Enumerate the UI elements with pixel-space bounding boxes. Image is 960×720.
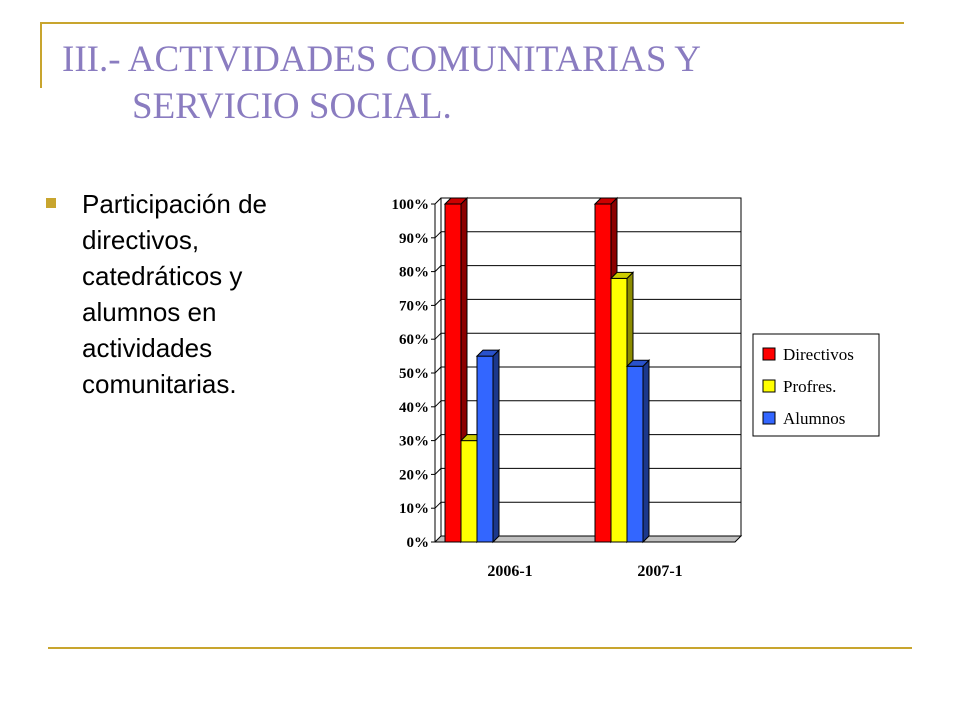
bar-top xyxy=(593,197,619,205)
bar-top xyxy=(609,271,635,279)
legend-swatch xyxy=(762,347,776,361)
bullet-text: Participación de directivos, catedrático… xyxy=(82,189,267,399)
bottom-rule xyxy=(48,647,912,649)
legend-label: Directivos xyxy=(783,345,854,364)
legend-swatch xyxy=(762,411,776,425)
left-rule xyxy=(40,22,42,88)
bar-top xyxy=(625,359,651,367)
gridline-side xyxy=(434,468,442,475)
title-line-2: SERVICIO SOCIAL. xyxy=(132,86,452,127)
gridline-side xyxy=(434,332,442,340)
y-tick-label: 50% xyxy=(399,366,429,382)
bar-profres-2007-1 xyxy=(610,277,628,543)
bar-directivos-2007-1 xyxy=(594,203,612,543)
gridline-side xyxy=(434,299,442,306)
y-tick-label: 30% xyxy=(399,434,429,450)
y-tick-label: 20% xyxy=(399,467,429,483)
bullet-item: Participación de directivos, catedrático… xyxy=(46,186,316,402)
y-tick-label: 10% xyxy=(399,501,429,517)
bar-top xyxy=(475,349,501,357)
title-line-1: III.- ACTIVIDADES COMUNITARIAS Y xyxy=(62,39,702,80)
gridline-side xyxy=(434,501,442,509)
slide-title: III.- ACTIVIDADES COMUNITARIAS Y SERVICI… xyxy=(62,36,912,130)
y-tick-label: 90% xyxy=(399,231,429,247)
bar-alumnos-2007-1 xyxy=(626,365,644,543)
legend-swatch xyxy=(762,379,776,393)
bar-side xyxy=(492,348,500,544)
x-tick-label: 2006-1 xyxy=(487,563,532,580)
gridline-side xyxy=(434,366,442,374)
legend-label: Profres. xyxy=(783,377,836,396)
legend-label: Alumnos xyxy=(783,409,845,428)
y-tick-label: 100% xyxy=(392,197,430,213)
y-tick-label: 70% xyxy=(399,298,429,314)
bar-side xyxy=(642,359,650,544)
y-tick-label: 80% xyxy=(399,265,429,281)
y-tick-label: 60% xyxy=(399,332,429,348)
x-tick-label: 2007-1 xyxy=(637,563,682,580)
top-rule xyxy=(40,22,904,24)
y-tick-label: 0% xyxy=(407,535,430,551)
gridline-side xyxy=(434,434,442,441)
bar-directivos-2006-1 xyxy=(444,203,462,543)
bullet-square-icon xyxy=(46,198,56,208)
gridline-side xyxy=(434,231,442,239)
gridline-side xyxy=(434,400,442,408)
gridline-side xyxy=(434,197,442,205)
bar-profres-2006-1 xyxy=(460,440,478,543)
bar-chart: 0% 10% 20% 30% 40% 50% 60% 70% 80% 90% 100% 2006-1 2… xyxy=(392,196,880,580)
gridline-side xyxy=(434,265,442,272)
bar-alumnos-2006-1 xyxy=(476,355,494,543)
bar-top xyxy=(443,197,469,205)
y-tick-label: 40% xyxy=(399,400,429,416)
